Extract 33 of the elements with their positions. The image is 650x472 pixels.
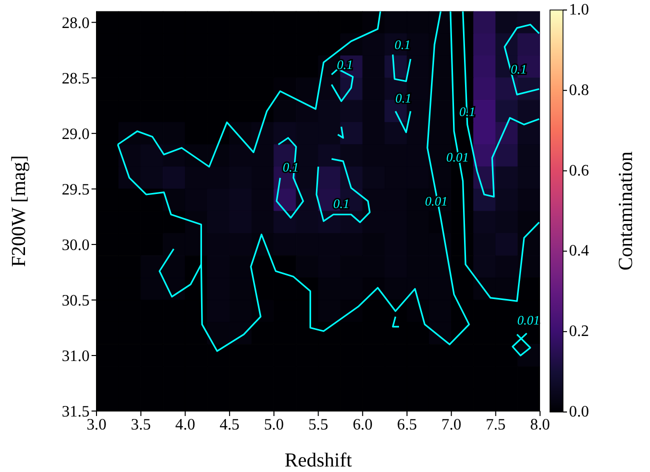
color-bar-label: 0.8 — [569, 82, 589, 99]
annotation: 0.1 — [394, 37, 411, 52]
color-bar-label: 0.6 — [569, 162, 589, 180]
x-tick-label: 5.5 — [308, 416, 328, 434]
annotation: 0.01 — [517, 312, 540, 328]
color-bar-label: 1.0 — [569, 2, 589, 18]
x-axis-title: Redshift — [284, 450, 352, 472]
color-bar-label: 0.4 — [569, 242, 589, 260]
y-tick-label: 28.0 — [62, 15, 90, 32]
annotation: 0.1 — [510, 62, 527, 77]
y-tick-label: 29.5 — [62, 182, 90, 199]
y-tick-label: 31.0 — [62, 348, 90, 366]
color-bar-label: 0.0 — [569, 404, 589, 420]
annotation: 0.1 — [336, 57, 353, 72]
color-bar-label: 0.2 — [569, 323, 589, 340]
x-tick-label: 6.0 — [352, 416, 373, 434]
y-tick-label: 30.5 — [62, 292, 90, 310]
annotation: 0.1 — [395, 90, 412, 106]
x-tick-label: 3.5 — [130, 416, 151, 434]
x-tick-label: 7.5 — [486, 416, 506, 434]
y-tick-label: 29.0 — [62, 126, 90, 144]
x-tick-label: 5.0 — [264, 416, 284, 434]
x-tick-label: 6.5 — [397, 416, 417, 434]
x-tick-label: 8.0 — [530, 416, 550, 434]
y-tick-label: 30.0 — [62, 237, 90, 254]
x-tick-label: 4.0 — [175, 416, 196, 434]
annotation: 0.1 — [333, 196, 350, 211]
color-bar-title: Contamination — [615, 152, 637, 270]
x-tick-label: 4.5 — [220, 416, 240, 434]
y-axis-title: F200W [mag] — [8, 155, 30, 268]
y-tick-label: 28.5 — [62, 70, 90, 88]
x-tick-label: 3.0 — [86, 416, 106, 434]
x-tick-label: 7.0 — [441, 416, 462, 434]
